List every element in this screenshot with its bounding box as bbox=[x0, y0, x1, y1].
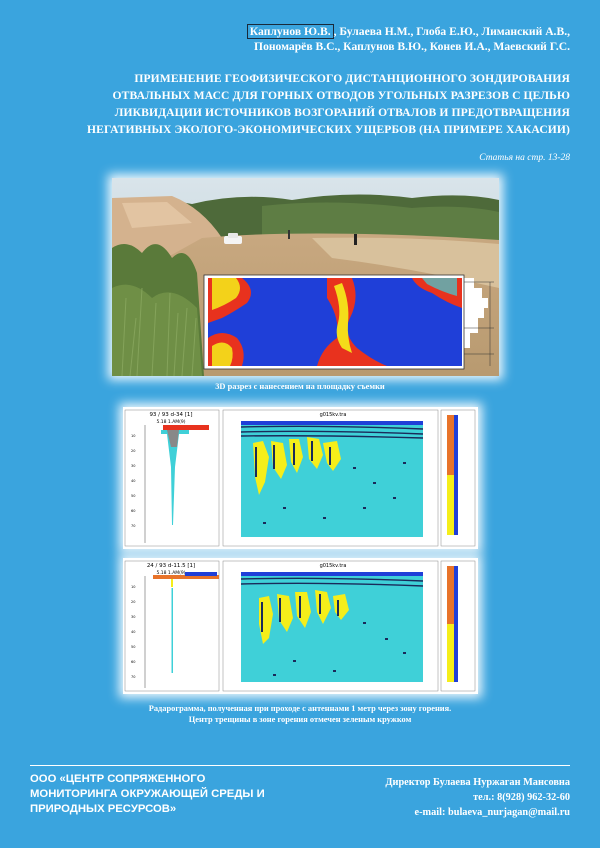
authors: Каплунов Ю.В., Булаева Н.М., Глоба Е.Ю.,… bbox=[110, 24, 570, 54]
radargram-bottom: 24 / 93 d-11.5 [1] 5.18 1.AM(9) 10 20 30 40… bbox=[123, 558, 478, 694]
footer-divider bbox=[30, 765, 570, 766]
field-photo bbox=[112, 178, 499, 376]
svg-text:40: 40 bbox=[131, 479, 135, 483]
authors-line1: , Булаева Н.М., Глоба Е.Ю., Лиманский А.… bbox=[333, 25, 570, 38]
trace-header: 93 / 93 d-34 [1] bbox=[149, 412, 192, 418]
article-title: ПРИМЕНЕНИЕ ГЕОФИЗИЧЕСКОГО ДИСТАНЦИОННОГО… bbox=[30, 70, 570, 138]
svg-text:70: 70 bbox=[131, 675, 135, 679]
title-line: ОТВАЛЬНЫХ МАСС ДЛЯ ГОРНЫХ ОТВОДОВ УГОЛЬН… bbox=[112, 89, 570, 102]
trace-header: 24 / 93 d-11.5 [1] bbox=[147, 563, 195, 569]
caption-line: Центр трещины в зоне горения отмечен зел… bbox=[188, 715, 412, 724]
svg-text:30: 30 bbox=[131, 464, 135, 468]
caption-line: Радарограмма, полученная при проходе с а… bbox=[148, 704, 452, 713]
svg-text:40: 40 bbox=[131, 630, 135, 634]
svg-text:10: 10 bbox=[131, 585, 135, 589]
field-photo-illustration bbox=[112, 178, 499, 376]
title-line: ЛИКВИДАЦИИ ИСТОЧНИКОВ ВОЗГОРАНИЙ ОТВАЛОВ… bbox=[114, 106, 570, 119]
organization-name: ООО «ЦЕНТР СОПРЯЖЕННОГО МОНИТОРИНГА ОКРУ… bbox=[30, 772, 310, 817]
radargram-bottom-illustration: 24 / 93 d-11.5 [1] 5.18 1.AM(9) 10 20 30 40… bbox=[124, 560, 476, 692]
trace-subheader: 5.18 1.AM(9) bbox=[156, 570, 185, 576]
svg-text:20: 20 bbox=[131, 449, 135, 453]
svg-text:60: 60 bbox=[131, 509, 135, 513]
svg-text:30: 30 bbox=[131, 615, 135, 619]
contacts: Директор Булаева Нуржаган Мансовна тел.:… bbox=[310, 775, 570, 820]
org-line: ООО «ЦЕНТР СОПРЯЖЕННОГО bbox=[30, 773, 206, 785]
figure2-caption: Радарограмма, полученная при проходе с а… bbox=[0, 703, 600, 725]
title-line: НЕГАТИВНЫХ ЭКОЛОГО-ЭКОНОМИЧЕСКИХ УЩЕРБОВ… bbox=[87, 123, 570, 136]
email[interactable]: e-mail: bulaeva_nurjagan@mail.ru bbox=[414, 807, 570, 818]
section-overlay bbox=[203, 274, 494, 370]
svg-text:20: 20 bbox=[131, 600, 135, 604]
title-line: ПРИМЕНЕНИЕ ГЕОФИЗИЧЕСКОГО ДИСТАНЦИОННОГО… bbox=[134, 72, 570, 85]
figure1-caption: 3D разрез с нанесением на площадку съемк… bbox=[215, 382, 385, 391]
radargram-file: g015kv.tra bbox=[320, 563, 347, 569]
authors-line2: Пономарёв В.С., Каплунов В.Ю., Конев И.А… bbox=[254, 40, 570, 53]
svg-text:50: 50 bbox=[131, 645, 135, 649]
radargram-top: 93 / 93 d-34 [1] 5.18 1.AM(9) 10 20 30 40 5… bbox=[123, 407, 478, 549]
article-reference: Статья на стр. 13-28 bbox=[479, 153, 570, 163]
org-line: ПРИРОДНЫХ РЕСУРСОВ» bbox=[30, 803, 177, 815]
trace-subheader: 5.18 1.AM(9) bbox=[156, 419, 185, 425]
svg-text:50: 50 bbox=[131, 494, 135, 498]
author-first: Каплунов Ю.В. bbox=[246, 24, 334, 39]
radargram-top-illustration: 93 / 93 d-34 [1] 5.18 1.AM(9) 10 20 30 40 5… bbox=[124, 409, 476, 547]
phone: тел.: 8(928) 962-32-60 bbox=[473, 792, 570, 803]
svg-text:10: 10 bbox=[131, 434, 135, 438]
svg-text:60: 60 bbox=[131, 660, 135, 664]
svg-text:70: 70 bbox=[131, 524, 135, 528]
director: Директор Булаева Нуржаган Мансовна bbox=[385, 777, 570, 788]
radargram-file: g015kv.tra bbox=[320, 412, 347, 418]
org-line: МОНИТОРИНГА ОКРУЖАЮЩЕЙ СРЕДЫ И bbox=[30, 788, 265, 800]
